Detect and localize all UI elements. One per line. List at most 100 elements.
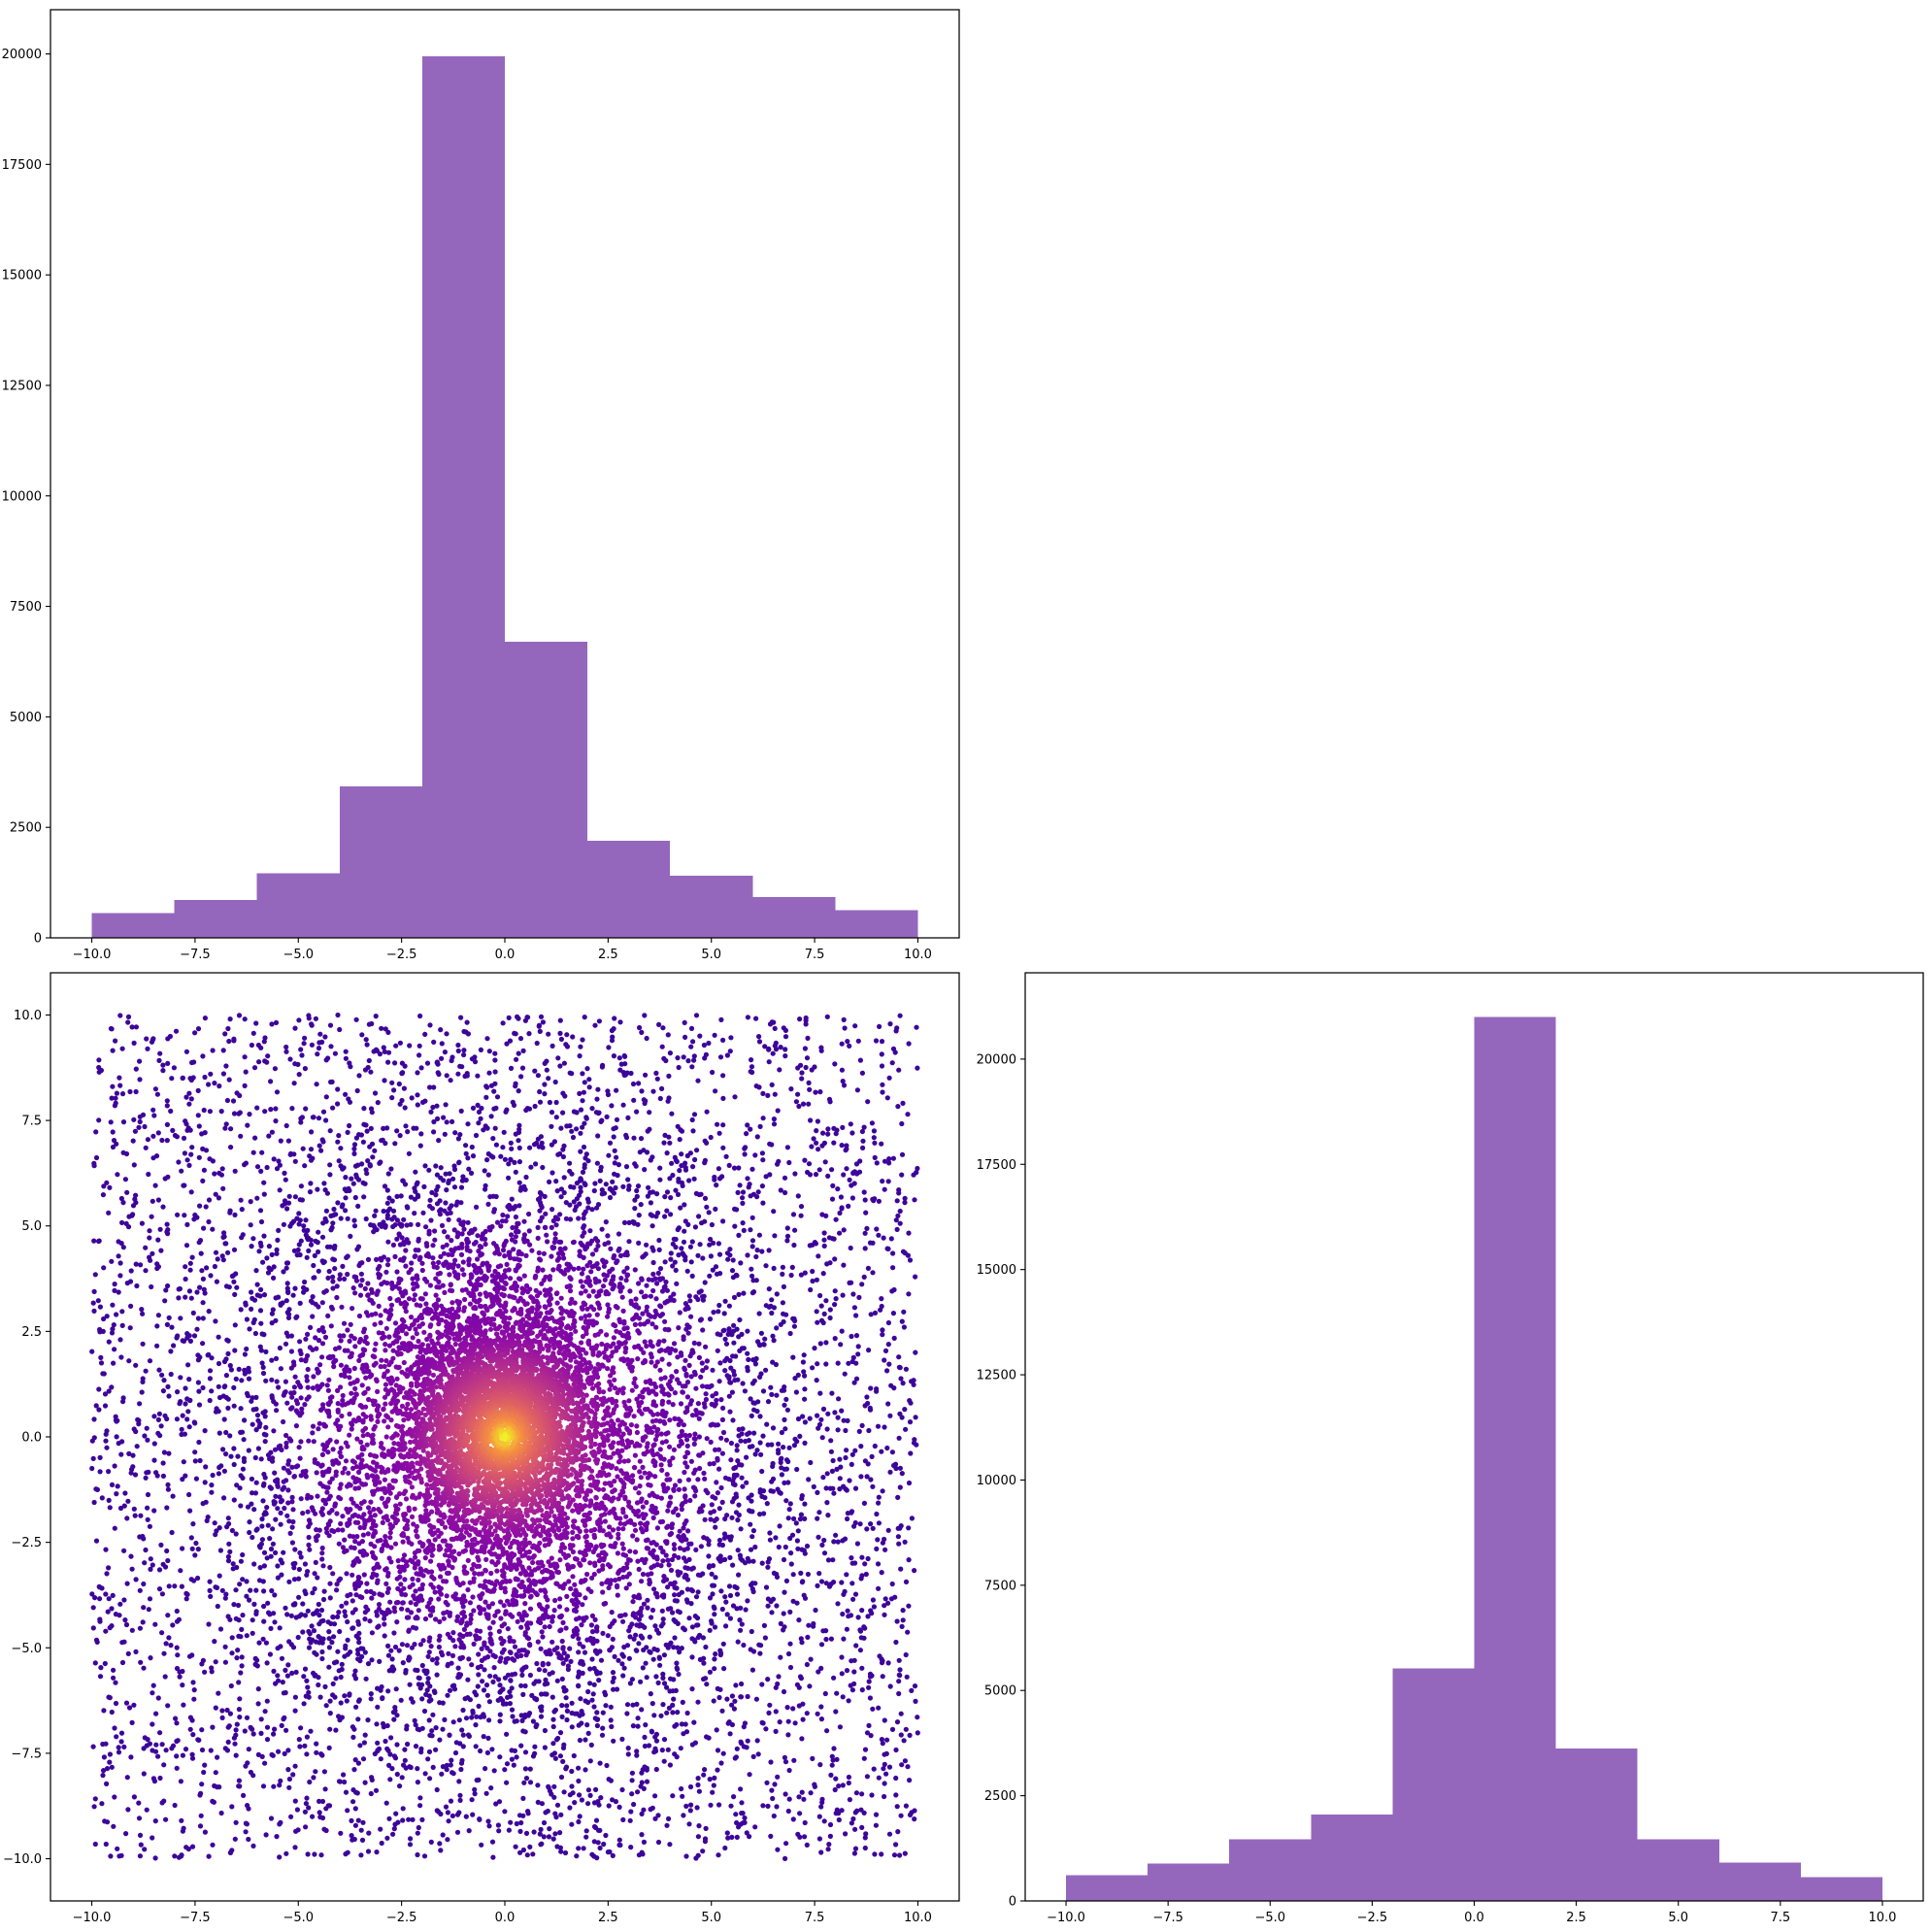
scatter-point bbox=[661, 1681, 668, 1686]
scatter-point bbox=[849, 1183, 854, 1188]
y-tick-label: 12500 bbox=[2, 379, 42, 393]
scatter-point bbox=[400, 1817, 406, 1823]
scatter-point bbox=[89, 1591, 95, 1597]
scatter-point bbox=[710, 1367, 716, 1373]
scatter-point bbox=[592, 1022, 598, 1028]
scatter-point bbox=[109, 1606, 115, 1612]
scatter-point bbox=[399, 1642, 405, 1648]
scatter-point bbox=[116, 1253, 121, 1259]
scatter-point bbox=[611, 1053, 617, 1059]
scatter-point bbox=[335, 1012, 341, 1018]
scatter-point bbox=[306, 1689, 312, 1695]
scatter-point bbox=[292, 1763, 298, 1769]
scatter-point bbox=[191, 1696, 197, 1702]
scatter-point bbox=[402, 1105, 408, 1111]
scatter-point bbox=[213, 1770, 218, 1776]
scatter-point bbox=[542, 1091, 548, 1097]
scatter-point bbox=[707, 1273, 713, 1279]
scatter-point bbox=[792, 1376, 798, 1382]
scatter-point bbox=[864, 1394, 870, 1400]
scatter-point bbox=[92, 1796, 98, 1802]
scatter-point bbox=[881, 1766, 886, 1772]
scatter-point bbox=[905, 1764, 911, 1770]
scatter-point bbox=[96, 1238, 102, 1244]
scatter-point bbox=[189, 1751, 195, 1757]
scatter-point bbox=[685, 1221, 691, 1227]
scatter-point bbox=[261, 1292, 268, 1298]
scatter-point bbox=[896, 1690, 902, 1697]
scatter-point bbox=[774, 1291, 780, 1297]
scatter-point bbox=[650, 1656, 656, 1662]
scatter-point bbox=[675, 1055, 681, 1061]
scatter-point bbox=[805, 1571, 812, 1578]
scatter-point bbox=[119, 1439, 125, 1445]
scatter-point bbox=[415, 1102, 420, 1108]
scatter-point bbox=[770, 1463, 776, 1469]
scatter-point bbox=[862, 1845, 868, 1851]
scatter-point bbox=[839, 1654, 845, 1660]
scatter-point bbox=[367, 1163, 373, 1169]
scatter-point bbox=[862, 1197, 868, 1203]
scatter-point bbox=[249, 1244, 254, 1249]
scatter-point bbox=[880, 1488, 885, 1494]
scatter-point bbox=[523, 1174, 529, 1181]
scatter-point bbox=[155, 1237, 161, 1243]
scatter-point bbox=[435, 1061, 441, 1067]
scatter-point bbox=[711, 1604, 716, 1610]
scatter-point bbox=[846, 1698, 851, 1704]
scatter-point bbox=[610, 1852, 616, 1858]
scatter-point bbox=[639, 1832, 645, 1838]
scatter-point bbox=[399, 1235, 405, 1241]
scatter-point bbox=[222, 1746, 228, 1751]
scatter-point bbox=[402, 1063, 408, 1069]
scatter-point bbox=[328, 1227, 334, 1233]
scatter-point bbox=[313, 1559, 318, 1565]
scatter-point bbox=[517, 1187, 523, 1193]
scatter-point bbox=[448, 1210, 453, 1216]
scatter-point bbox=[679, 1163, 684, 1169]
scatter-point bbox=[859, 1665, 865, 1671]
scatter-point bbox=[703, 1644, 709, 1650]
scatter-point bbox=[472, 1689, 478, 1695]
scatter-point bbox=[689, 1064, 695, 1070]
scatter-point bbox=[96, 1057, 102, 1063]
scatter-point bbox=[285, 1487, 291, 1493]
scatter-point bbox=[407, 1842, 414, 1848]
scatter-point bbox=[210, 1226, 216, 1232]
scatter-point bbox=[776, 1448, 782, 1453]
scatter-point bbox=[178, 1399, 183, 1405]
scatter-point bbox=[597, 1178, 603, 1183]
scatter-point bbox=[238, 1197, 244, 1203]
scatter-point bbox=[900, 1249, 907, 1254]
scatter-point bbox=[222, 1644, 228, 1649]
scatter-point bbox=[821, 1550, 828, 1556]
scatter-point bbox=[490, 1679, 496, 1684]
scatter-point bbox=[875, 1537, 881, 1543]
scatter-point bbox=[239, 1235, 245, 1241]
scatter-point bbox=[851, 1669, 857, 1675]
scatter-point bbox=[857, 1648, 864, 1653]
scatter-point bbox=[267, 1536, 273, 1542]
scatter-point bbox=[884, 1445, 890, 1451]
scatter-point bbox=[549, 1142, 555, 1148]
scatter-point bbox=[329, 1079, 335, 1084]
scatter-point bbox=[691, 1112, 698, 1117]
scatter-point bbox=[112, 1525, 117, 1531]
scatter-point bbox=[261, 1588, 267, 1594]
scatter-point bbox=[513, 1031, 518, 1037]
scatter-point bbox=[248, 1769, 253, 1776]
scatter-point bbox=[137, 1077, 143, 1083]
scatter-point bbox=[258, 1348, 264, 1353]
scatter-point bbox=[400, 1660, 406, 1666]
scatter-point bbox=[674, 1660, 680, 1666]
scatter-point bbox=[628, 1809, 634, 1815]
scatter-point bbox=[238, 1406, 244, 1412]
scatter-point bbox=[186, 1377, 192, 1382]
scatter-point bbox=[251, 1507, 257, 1513]
scatter-point bbox=[485, 1654, 491, 1660]
scatter-point bbox=[582, 1015, 587, 1020]
scatter-point bbox=[402, 1757, 408, 1763]
scatter-point bbox=[522, 1766, 529, 1772]
scatter-point bbox=[261, 1481, 267, 1486]
scatter-point bbox=[137, 1401, 143, 1407]
